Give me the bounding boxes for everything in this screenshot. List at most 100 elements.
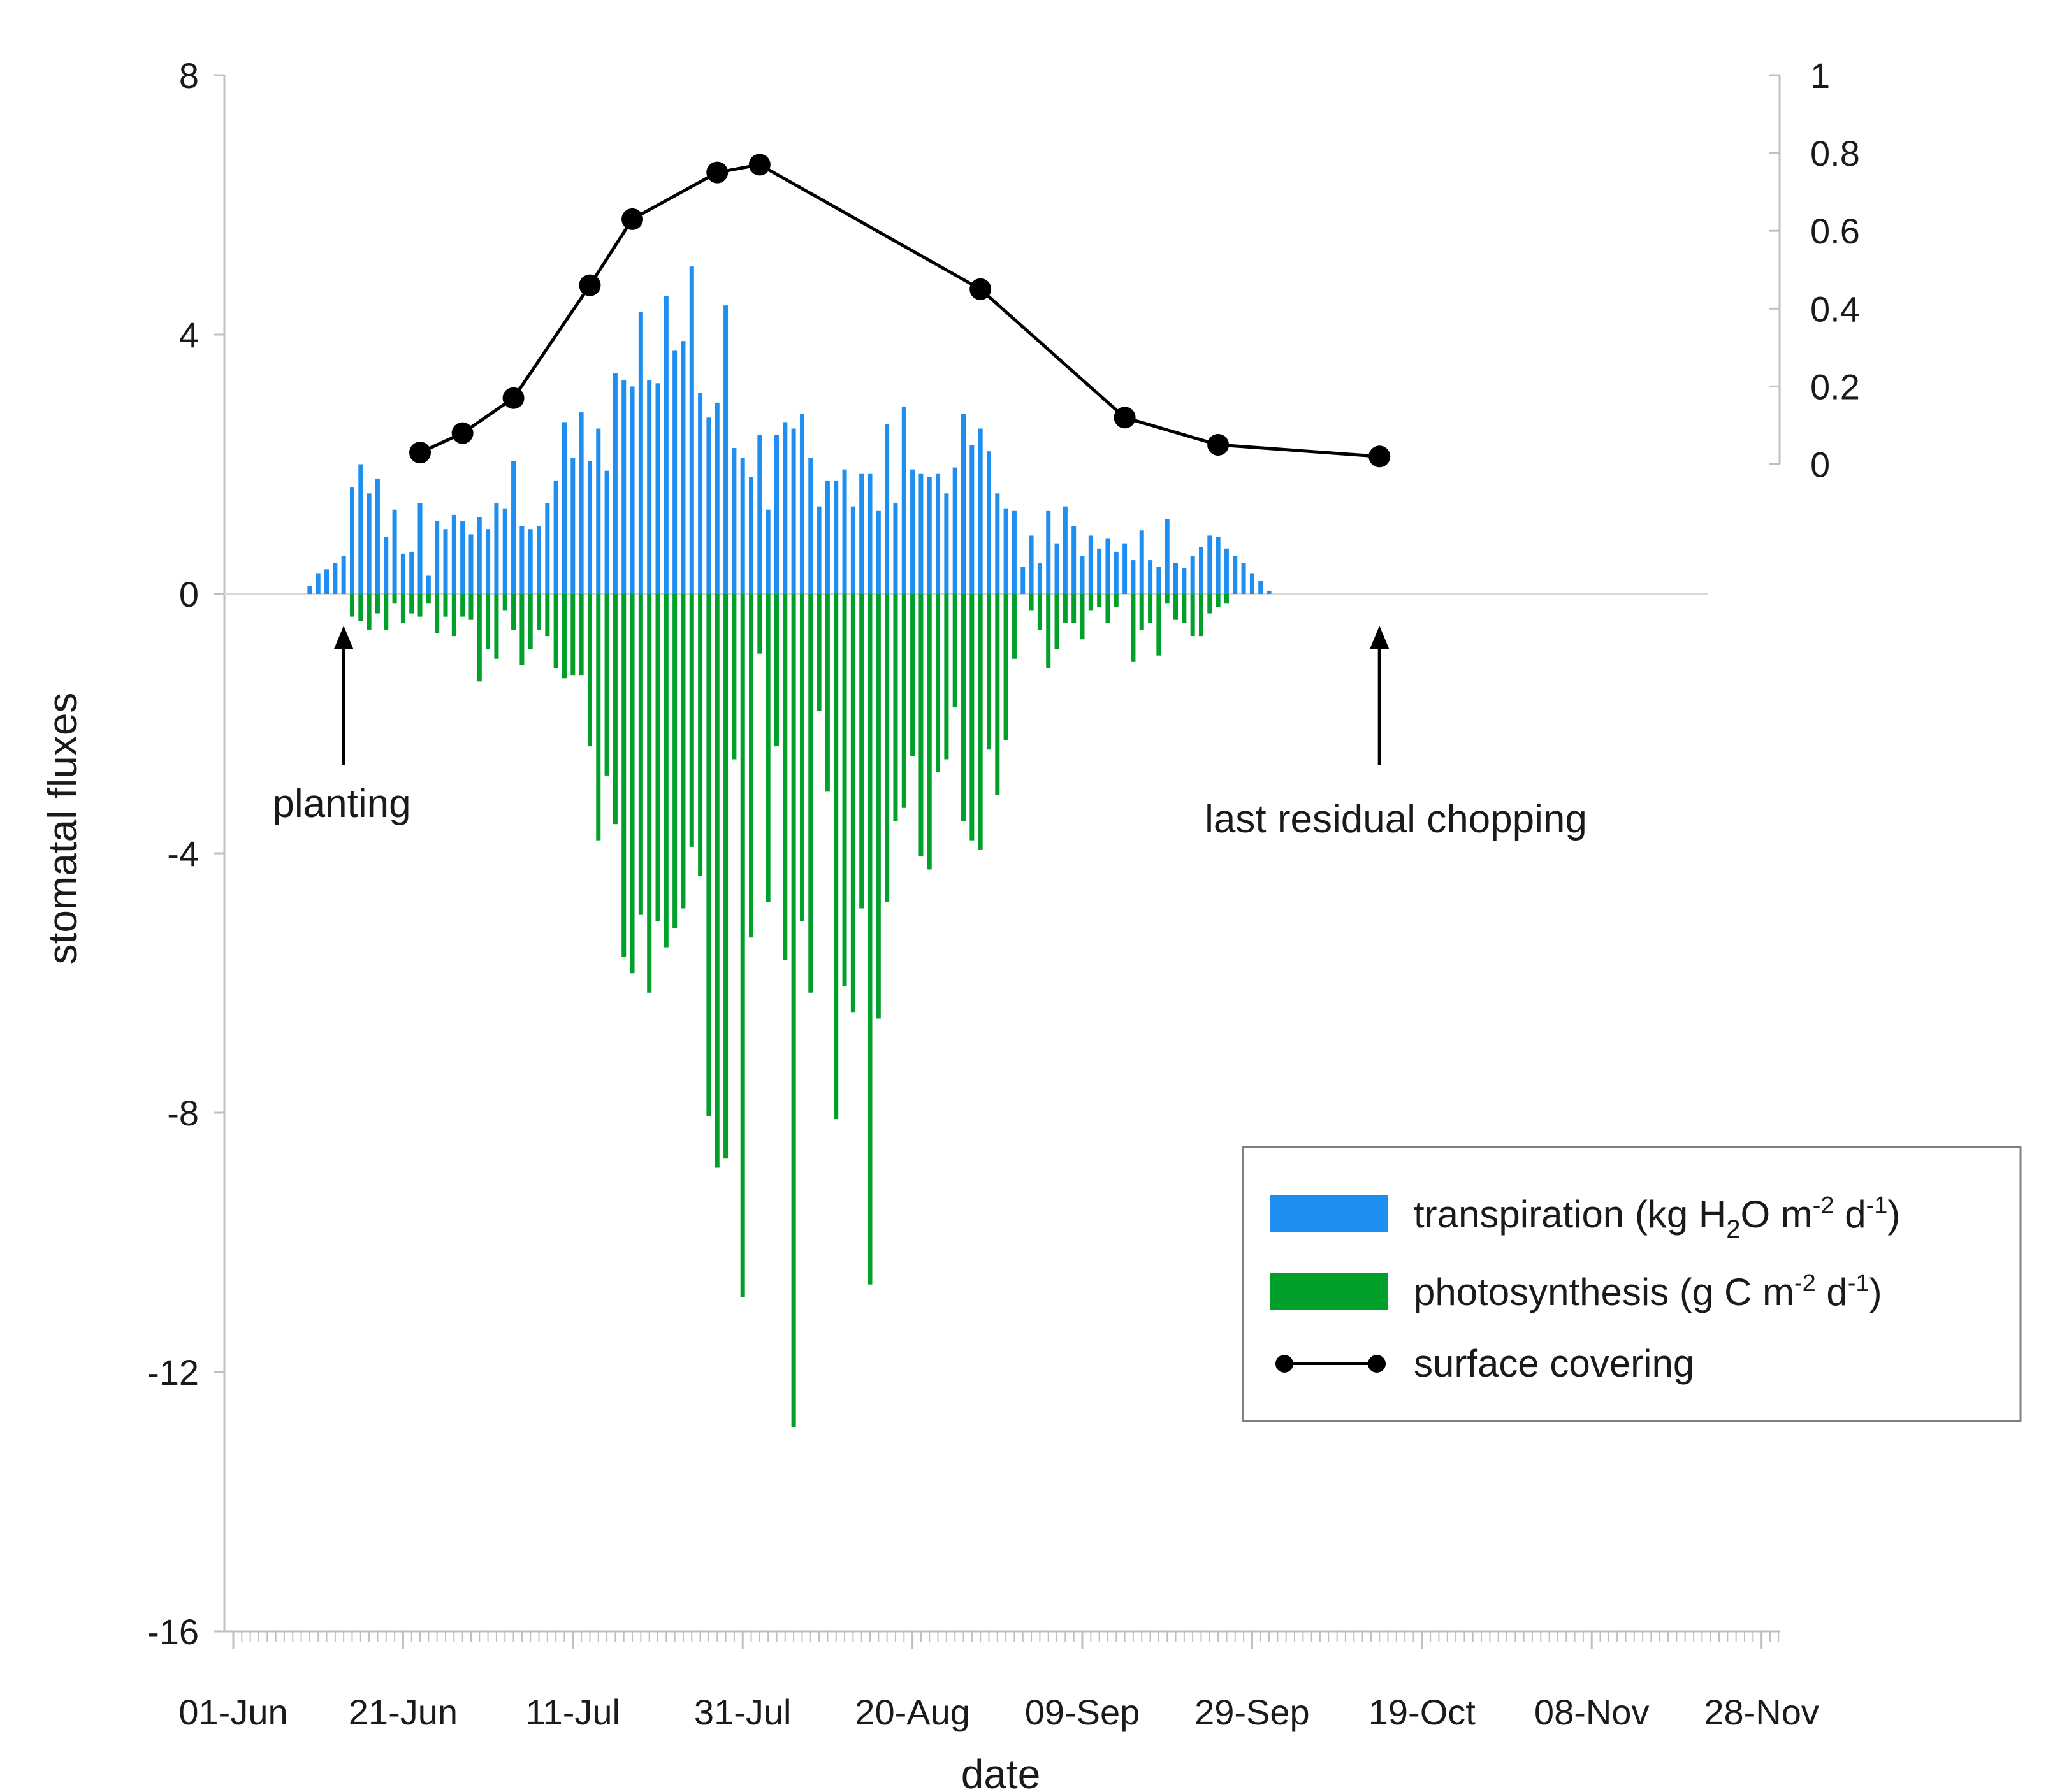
photosynthesis-bar xyxy=(1224,594,1229,604)
photosynthesis-bar xyxy=(621,594,627,957)
transpiration-bar xyxy=(1267,590,1272,594)
photosynthesis-bar xyxy=(638,594,643,915)
y-tick-label-right: 0.4 xyxy=(1810,289,1860,329)
legend: transpiration (kg H2O m-2 d-1) photosynt… xyxy=(1242,1146,2022,1422)
photosynthesis-bar xyxy=(486,594,491,649)
y-tick-label-left: -12 xyxy=(147,1352,199,1392)
transpiration-bar xyxy=(655,383,660,594)
photosynthesis-bar xyxy=(647,594,652,993)
transpiration-bar xyxy=(502,508,507,594)
transpiration-bar xyxy=(349,487,354,594)
transpiration-bar xyxy=(952,467,957,594)
photosynthesis-bar xyxy=(893,594,898,821)
transpiration-bar xyxy=(1182,568,1187,594)
y-tick-label-right: 1 xyxy=(1810,55,1830,96)
photosynthesis-bar xyxy=(766,594,771,902)
transpiration-bar xyxy=(443,529,448,594)
transpiration-bar xyxy=(978,428,983,594)
transpiration-bar xyxy=(1165,519,1170,594)
transpiration-bar xyxy=(893,503,898,594)
photosynthesis-bar xyxy=(1173,594,1179,620)
photosynthesis-bar xyxy=(842,594,847,986)
photosynthesis-bar xyxy=(596,594,601,841)
transpiration-bar xyxy=(681,341,686,594)
photosynthesis-bar xyxy=(1216,594,1221,607)
photosynthesis-bar xyxy=(986,594,991,750)
transpiration-bar xyxy=(1097,548,1102,594)
transpiration-bar xyxy=(986,451,991,594)
photosynthesis-bar xyxy=(477,594,482,682)
transpiration-bar xyxy=(969,444,975,594)
transpiration-bar xyxy=(876,510,881,594)
photosynthesis-bar xyxy=(808,594,813,993)
photosynthesis-bar xyxy=(1037,594,1042,630)
transpiration-bar xyxy=(400,553,405,594)
transpiration-bar xyxy=(842,469,847,594)
photosynthesis-bar xyxy=(689,594,694,847)
transpiration-bar xyxy=(783,422,788,594)
legend-label-surface: surface covering xyxy=(1414,1342,1694,1385)
photosynthesis-bar xyxy=(392,594,397,604)
y-tick-label-right: 0.6 xyxy=(1810,211,1860,251)
transpiration-bar xyxy=(698,393,703,594)
photosynthesis-bar xyxy=(1190,594,1195,637)
photosynthesis-bar xyxy=(1080,594,1085,640)
photosynthesis-bar xyxy=(1088,594,1093,611)
photosynthesis-bar xyxy=(901,594,906,808)
legend-marker-surface-right xyxy=(1368,1355,1386,1373)
transpiration-bar xyxy=(936,473,941,594)
transpiration-bar xyxy=(885,424,890,594)
photosynthesis-bar xyxy=(435,594,440,633)
photosynthesis-bar xyxy=(1029,594,1034,611)
transpiration-bar xyxy=(604,470,609,594)
photosynthesis-bar xyxy=(723,594,729,1159)
x-tick-label: 09-Sep xyxy=(1025,1692,1140,1732)
transpiration-bar xyxy=(1207,535,1212,594)
transpiration-bar xyxy=(1105,538,1110,594)
y-tick-label-left: 8 xyxy=(179,55,199,96)
transpiration-bar xyxy=(918,473,924,594)
photosynthesis-bar xyxy=(978,594,983,850)
transpiration-bar xyxy=(664,295,669,594)
transpiration-bar xyxy=(1037,563,1042,594)
photosynthesis-bar xyxy=(672,594,678,929)
photosynthesis-bar xyxy=(655,594,660,921)
transpiration-bar xyxy=(1080,556,1085,594)
photosynthesis-bar xyxy=(502,594,507,611)
photosynthesis-bar xyxy=(799,594,804,921)
transpiration-bar xyxy=(647,380,652,594)
photosynthesis-bar xyxy=(460,594,465,617)
transpiration-bar xyxy=(757,435,762,594)
transpiration-bar xyxy=(553,480,558,594)
transpiration-bar xyxy=(723,305,729,594)
transpiration-bar xyxy=(537,526,542,594)
photosynthesis-bar xyxy=(791,594,796,1427)
planting-label: planting xyxy=(272,782,410,826)
transpiration-bar xyxy=(417,503,423,594)
photosynthesis-bar xyxy=(961,594,966,821)
photosynthesis-bar xyxy=(1114,594,1119,607)
transpiration-bar xyxy=(961,414,966,594)
transpiration-bar xyxy=(333,563,338,594)
x-tick-label: 20-Aug xyxy=(855,1692,970,1732)
photosynthesis-bar xyxy=(1003,594,1008,740)
photosynthesis-bar xyxy=(1012,594,1017,659)
transpiration-bar xyxy=(1054,543,1059,594)
legend-swatch-transpiration xyxy=(1270,1195,1388,1232)
annotations: planting last residual chopping xyxy=(272,626,1587,841)
transpiration-bar xyxy=(638,312,643,594)
transpiration-bar xyxy=(384,537,389,594)
transpiration-bar xyxy=(1029,535,1034,594)
y-tick-label-right: 0.8 xyxy=(1810,133,1860,173)
transpiration-bar xyxy=(850,506,855,594)
transpiration-bar xyxy=(621,380,627,594)
legend-swatch-photosynthesis xyxy=(1270,1273,1388,1310)
photosynthesis-bar xyxy=(1207,594,1212,614)
transpiration-bar xyxy=(630,386,635,594)
photosynthesis-bar xyxy=(952,594,957,708)
photosynthesis-bar xyxy=(850,594,855,1013)
y-tick-label-left: -16 xyxy=(147,1612,199,1652)
photosynthesis-bar xyxy=(664,594,669,948)
transpiration-bar xyxy=(868,473,873,594)
photosynthesis-bar xyxy=(1165,594,1170,604)
